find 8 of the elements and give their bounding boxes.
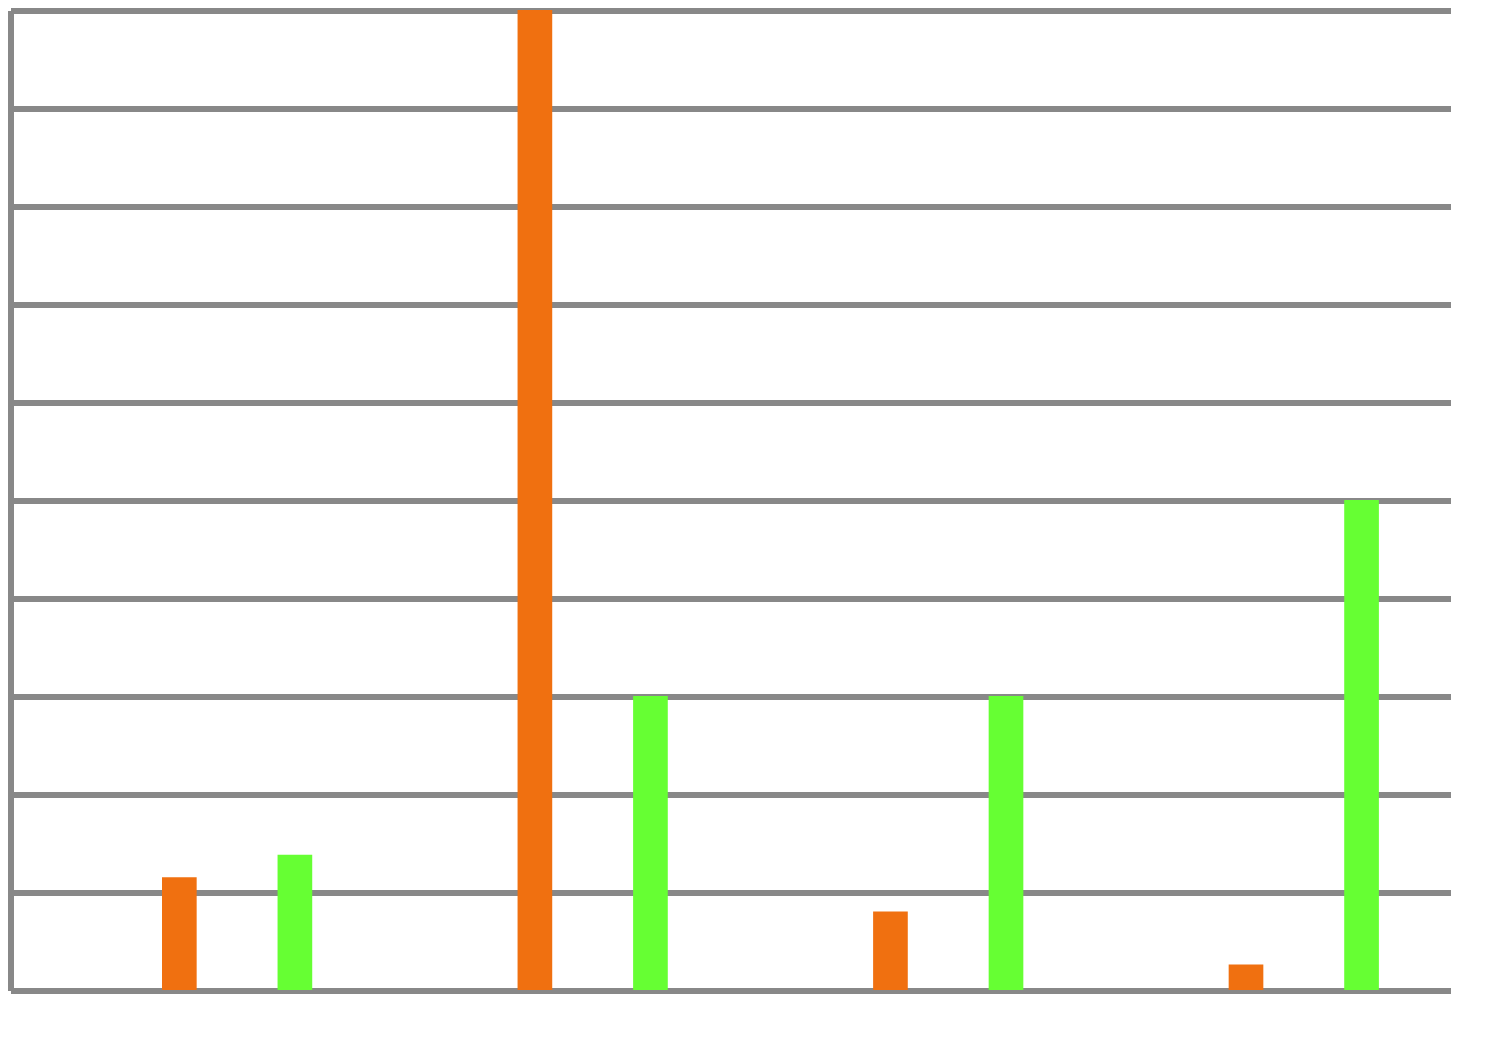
- bar: [1344, 500, 1379, 990]
- bar: [633, 696, 668, 990]
- bar: [873, 911, 908, 990]
- bar: [277, 854, 313, 990]
- bar: [988, 696, 1024, 990]
- bar: [1228, 964, 1264, 990]
- bar: [162, 877, 197, 990]
- bar: [517, 10, 553, 990]
